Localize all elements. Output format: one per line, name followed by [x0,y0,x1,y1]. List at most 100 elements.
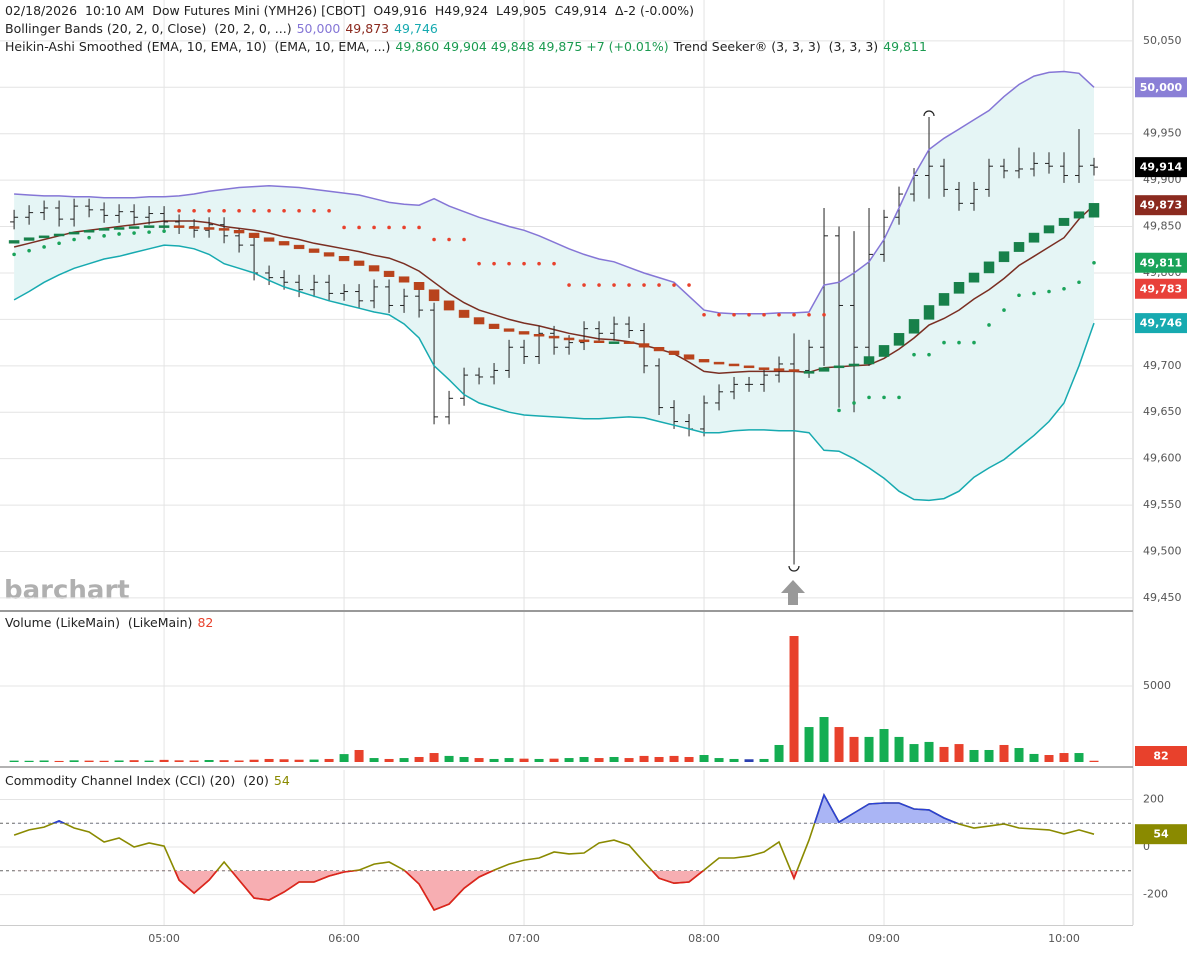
trend-seeker-dot [252,208,256,213]
x-tick-label: 10:00 [1048,932,1080,945]
trend-seeker-dot [357,225,361,230]
legend-text: 49,873 [345,21,390,36]
volume-bar [279,759,289,762]
trend-seeker-dot [267,208,271,213]
heikin-ashi-body [893,333,905,346]
logo: barchart [4,576,130,606]
volume-bar [24,760,34,762]
heikin-ashi-body [503,328,515,332]
volume-bar [939,746,949,762]
legend-text: 50,000 [296,21,341,36]
trend-seeker-dot [132,231,136,235]
trend-seeker-dot [957,340,961,345]
volume-bar [714,758,724,762]
volume-bar [1089,760,1099,762]
trend-seeker-dot [177,208,181,213]
trend-seeker-dot [237,208,241,213]
trend-seeker-dot [342,225,346,230]
marks [8,70,1100,911]
volume-bar [639,755,649,762]
volume-bar [69,760,79,762]
cci-upper-fill [53,795,958,824]
heikin-ashi-body [668,350,680,355]
volume-bar [669,755,679,762]
volume-bar [894,736,904,762]
heikin-ashi-body [1028,232,1040,243]
heikin-ashi-body [113,227,125,230]
volume-bar [579,756,589,762]
trend-seeker-dot [582,283,586,287]
trend-seeker-dot [1002,308,1006,312]
trend-seeker-dot [117,232,121,236]
heikin-ashi-body [368,265,380,272]
price-tag [1135,824,1187,845]
volume-bar [1029,753,1039,762]
volume-bar [744,759,754,762]
heikin-ashi-body [683,354,695,360]
volume-bar [699,755,709,762]
trend-seeker-dot [687,283,691,287]
trend-seeker-dot [462,237,466,242]
heikin-ashi-body [173,225,185,228]
volume-bar [504,758,514,762]
price-tag-label: 49,746 [1140,317,1183,330]
volume-bar [789,636,799,762]
volume-bar [549,758,559,762]
heikin-ashi-body [653,346,665,352]
high-marker [923,110,935,117]
heikin-ashi-body [623,341,635,344]
trend-seeker-dot [1017,293,1021,298]
trend-seeker-dot [702,312,706,317]
trend-seeker-dot [762,312,766,317]
volume-bar [354,749,364,762]
trend-seeker-dot [282,208,286,213]
trend-seeker-dot [597,283,601,287]
trend-seeker-dot [297,208,301,213]
heikin-ashi-body [1013,242,1025,252]
legend-text: 49,811 [883,39,927,54]
cci-lower-fill [14,870,1094,910]
heikin-ashi-body [353,260,365,266]
legend-row: Commodity Channel Index (CCI) (20) (20) 5… [5,772,295,790]
cci-line-oversold [174,870,798,911]
volume-bar [924,741,934,762]
heikin-ashi-body [833,365,845,369]
heikin-ashi-body [578,339,590,343]
heikin-ashi-body [1088,203,1100,218]
legend-text: 49,746 [394,21,438,36]
heikin-ashi-body [38,235,50,239]
heikin-ashi-body [458,309,470,318]
heikin-ashi-body [1043,225,1055,234]
volume-bar [234,760,244,762]
heikin-ashi-body [233,230,245,234]
volume-bar [984,749,994,762]
volume-bar [1059,753,1069,762]
legend-text: Heikin-Ashi Smoothed (EMA, 10, EMA, 10) … [5,39,391,54]
trend-seeker-dot [882,395,886,400]
volume-bar [264,758,274,762]
heikin-ashi-body [143,225,155,228]
trend-seeker-dot [72,237,76,242]
volume-bar [609,756,619,762]
trend-seeker-dot [57,241,61,246]
heikin-ashi-body [743,365,755,369]
trend-seeker-dot [42,245,46,249]
price-tag-label: 49,914 [1140,161,1183,174]
y-tick-label: 49,500 [1143,545,1182,558]
heikin-ashi-body [473,317,485,325]
trend-seeker-dot [972,340,976,345]
heikin-ashi-body [518,331,530,335]
price-tag-label: 54 [1153,828,1169,841]
signal-arrow [781,580,805,605]
heikin-ashi-body [278,241,290,246]
volume-bar [729,758,739,762]
x-tick-label: 09:00 [868,932,900,945]
heikin-ashi-body [968,272,980,283]
heikin-ashi-body [338,256,350,262]
volume-bar [249,759,259,762]
heikin-ashi-body [818,367,830,372]
trend-seeker-dot [477,261,481,266]
heikin-ashi-body [398,276,410,283]
